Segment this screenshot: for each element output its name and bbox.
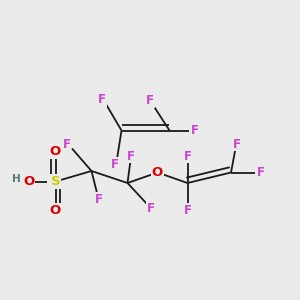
Text: F: F — [257, 166, 265, 179]
Text: H: H — [12, 174, 21, 184]
Text: F: F — [190, 124, 198, 137]
Text: O: O — [50, 203, 61, 217]
Text: F: F — [111, 158, 119, 171]
Text: O: O — [152, 166, 163, 179]
Text: O: O — [50, 145, 61, 158]
Text: F: F — [184, 149, 191, 163]
Text: F: F — [98, 93, 106, 106]
Text: F: F — [184, 203, 191, 217]
Text: F: F — [95, 193, 103, 206]
Text: F: F — [147, 202, 155, 215]
Text: F: F — [127, 149, 135, 163]
Text: F: F — [63, 137, 71, 151]
Text: O: O — [23, 175, 34, 188]
Text: F: F — [232, 137, 240, 151]
Text: F: F — [146, 94, 154, 107]
Text: S: S — [51, 175, 60, 188]
